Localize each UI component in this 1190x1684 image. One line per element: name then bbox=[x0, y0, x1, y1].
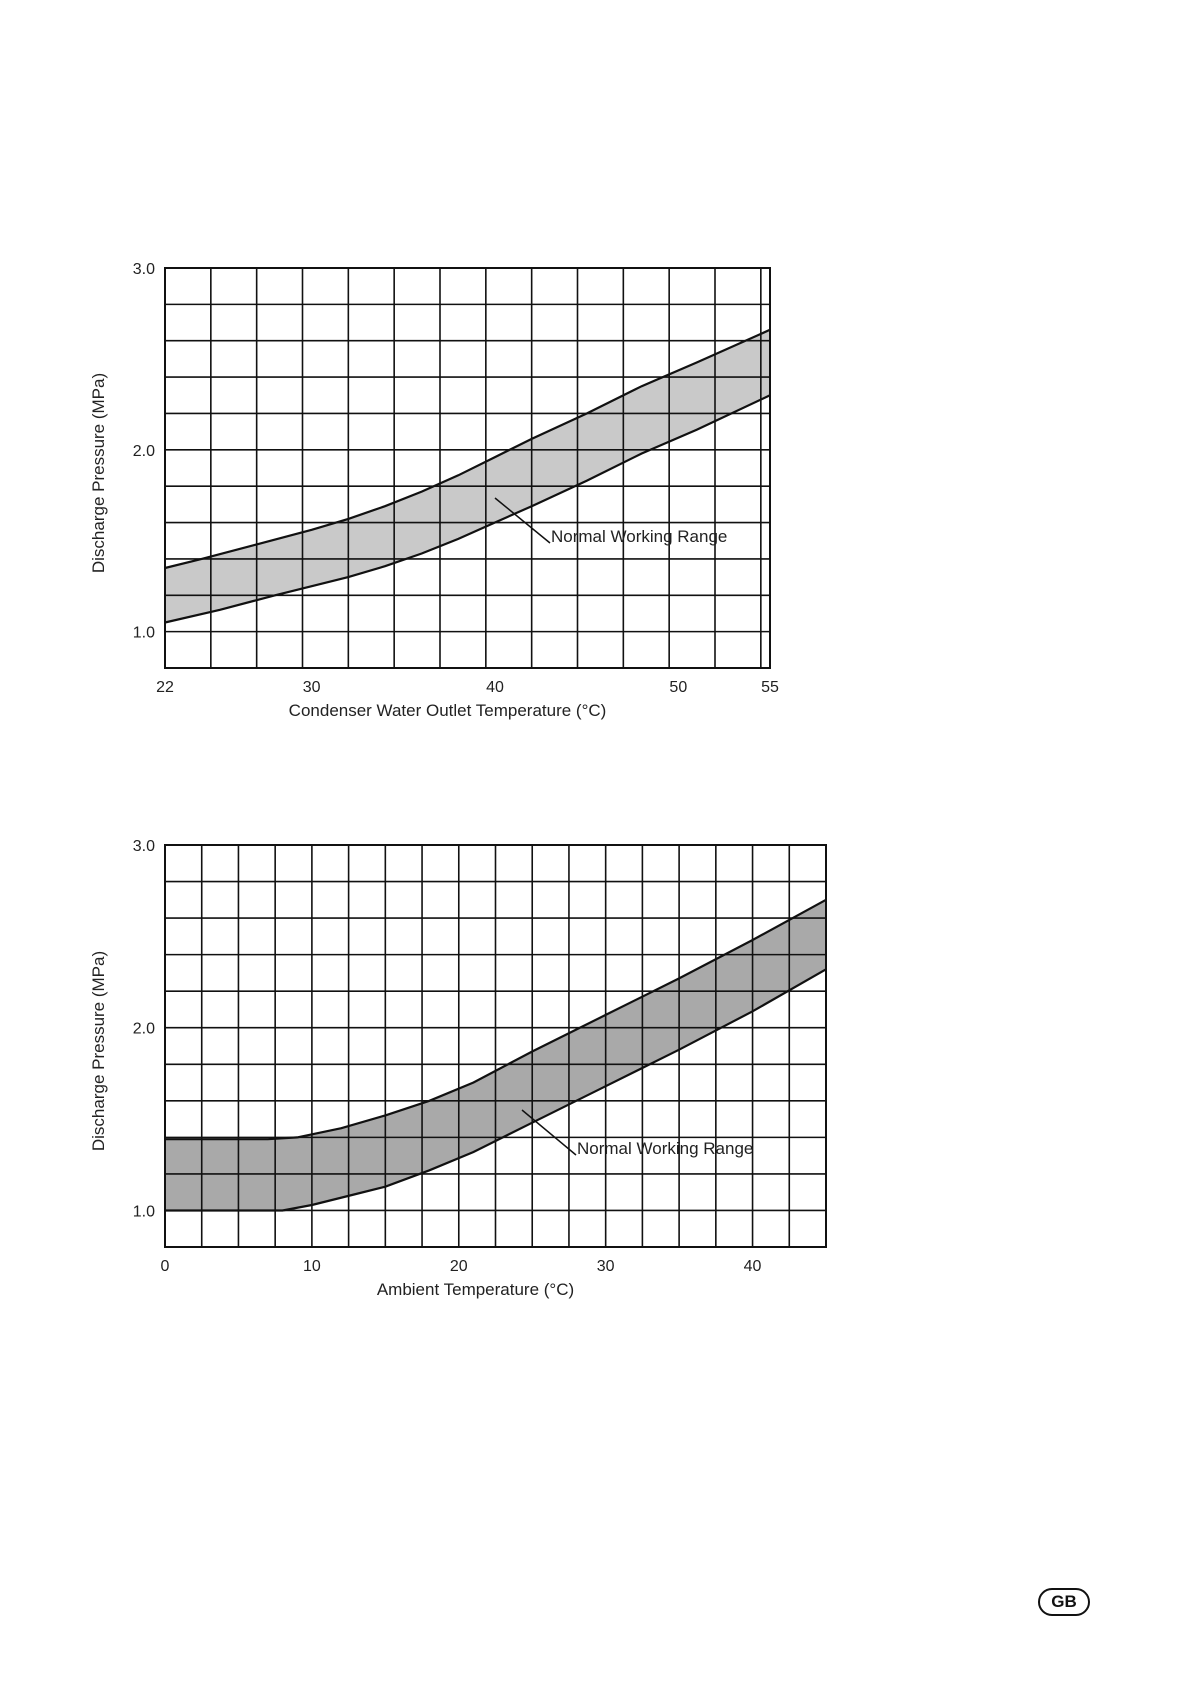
page-badge: GB bbox=[1038, 1588, 1090, 1616]
y-axis-title: Discharge Pressure (MPa) bbox=[89, 951, 108, 1151]
x-tick-label: 30 bbox=[303, 679, 321, 696]
x-tick-label: 10 bbox=[303, 1258, 321, 1275]
x-tick-label: 55 bbox=[761, 679, 779, 696]
x-tick-label: 22 bbox=[156, 679, 174, 696]
chart-condenser-water: 22 30 40 50 55 1.0 2.0 3.0 Condenser Water Outle… bbox=[89, 261, 779, 720]
x-tick-label: 30 bbox=[597, 1258, 615, 1275]
y-tick-label: 3.0 bbox=[133, 261, 155, 278]
x-axis-title: Condenser Water Outlet Temperature (°C) bbox=[289, 701, 607, 720]
y-tick-label: 1.0 bbox=[133, 1203, 155, 1220]
y-axis-title: Discharge Pressure (MPa) bbox=[89, 373, 108, 573]
plot-frame bbox=[164, 267, 771, 669]
x-tick-label: 20 bbox=[450, 1258, 468, 1275]
band-upper-line bbox=[165, 898, 827, 1141]
chart-ambient-temperature: 0 10 20 30 40 1.0 2.0 3.0 Ambient Temperature (°… bbox=[89, 838, 827, 1299]
annotation-leader-line bbox=[521, 1109, 577, 1156]
annotation-label: Normal Working Range bbox=[551, 527, 727, 546]
normal-working-range-band bbox=[165, 329, 770, 623]
plot-frame bbox=[164, 844, 827, 1248]
band-lower-line bbox=[164, 394, 771, 624]
y-tick-label: 3.0 bbox=[133, 838, 155, 855]
x-tick-label: 50 bbox=[669, 679, 687, 696]
annotation-label: Normal Working Range bbox=[577, 1139, 753, 1158]
x-tick-label: 0 bbox=[161, 1258, 170, 1275]
band-lower-line bbox=[165, 968, 827, 1212]
x-tick-label: 40 bbox=[486, 679, 504, 696]
x-axis-title: Ambient Temperature (°C) bbox=[377, 1280, 574, 1299]
band-upper-line bbox=[164, 328, 771, 570]
y-tick-label: 2.0 bbox=[133, 1021, 155, 1038]
normal-working-range-band bbox=[165, 899, 826, 1211]
annotation-leader-line bbox=[494, 497, 551, 544]
y-tick-label: 2.0 bbox=[133, 443, 155, 460]
y-tick-label: 1.0 bbox=[133, 625, 155, 642]
x-tick-label: 40 bbox=[744, 1258, 762, 1275]
